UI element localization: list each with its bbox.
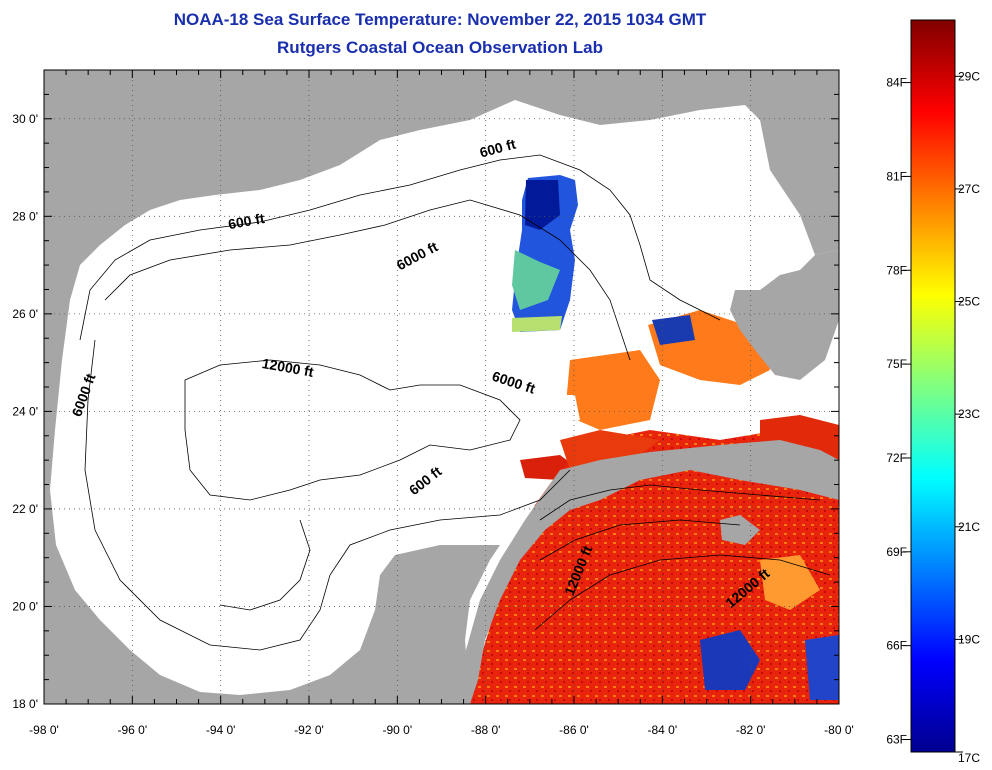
lon-tick-label: -84 0' <box>648 723 678 737</box>
lat-tick-label: 22 0' <box>12 502 38 516</box>
lon-tick-label: -86 0' <box>559 723 589 737</box>
lon-tick-label: -82 0' <box>736 723 766 737</box>
colorbar-label-celsius: 17C <box>958 751 980 765</box>
colorbar-label-fahrenheit: 75F <box>886 357 907 371</box>
lat-tick-label: 18 0' <box>12 697 38 711</box>
lat-tick-label: 28 0' <box>12 209 38 223</box>
lon-tick-label: -88 0' <box>471 723 501 737</box>
lat-tick-label: 20 0' <box>12 599 38 613</box>
lat-tick-label: 24 0' <box>12 404 38 418</box>
lon-tick-label: -80 0' <box>824 723 854 737</box>
colorbar-label-celsius: 29C <box>958 69 980 83</box>
land <box>44 70 839 704</box>
map-subtitle: Rutgers Coastal Ocean Observation Lab <box>277 38 603 57</box>
colorbar-labels: 17C 19C 21C 23C 25C 27C 29C 63F 66F 69F 72F 75F 78F 8… <box>886 69 980 765</box>
axis-ticks <box>43 69 840 705</box>
colorbar-label-fahrenheit: 84F <box>886 76 907 90</box>
colorbar-label-fahrenheit: 66F <box>886 639 907 653</box>
axis-tick-labels: -98 0' -96 0' -94 0' -92 0' -90 0' -88 0' -86 … <box>12 112 853 737</box>
colorbar-label-fahrenheit: 63F <box>886 732 907 746</box>
colorbar-label-celsius: 27C <box>958 182 980 196</box>
lat-tick-label: 26 0' <box>12 307 38 321</box>
lon-tick-label: -94 0' <box>206 723 236 737</box>
lon-tick-label: -96 0' <box>118 723 148 737</box>
lat-lon-grid <box>44 70 839 704</box>
colorbar <box>910 19 956 753</box>
contour-label: 600 ft <box>227 210 266 232</box>
colorbar-label-celsius: 23C <box>958 407 980 421</box>
colorbar-label-celsius: 19C <box>958 632 980 646</box>
lon-tick-label: -98 0' <box>29 723 59 737</box>
map-title: NOAA-18 Sea Surface Temperature: Novembe… <box>173 10 707 29</box>
colorbar-label-fahrenheit: 78F <box>886 263 907 277</box>
colorbar-label-celsius: 25C <box>958 295 980 309</box>
lon-tick-label: -90 0' <box>383 723 413 737</box>
colorbar-label-fahrenheit: 72F <box>886 451 907 465</box>
lat-tick-label: 30 0' <box>12 112 38 126</box>
colorbar-label-fahrenheit: 69F <box>886 545 907 559</box>
lon-tick-label: -92 0' <box>294 723 324 737</box>
bathymetry-contours <box>79 154 831 651</box>
colorbar-label-fahrenheit: 81F <box>886 169 907 183</box>
colorbar-label-celsius: 21C <box>958 520 980 534</box>
